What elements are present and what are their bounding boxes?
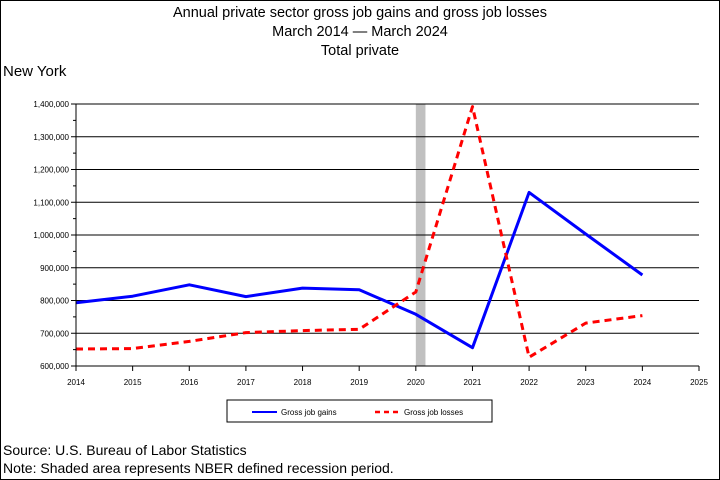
recession-note: Note: Shaded area represents NBER define… xyxy=(3,460,394,476)
chart-title-block: Annual private sector gross job gains an… xyxy=(0,4,720,61)
y-tick-label: 900,000 xyxy=(40,264,69,273)
legend-label-losses: Gross job losses xyxy=(404,408,463,417)
x-tick-label: 2020 xyxy=(407,378,425,387)
x-tick-label: 2025 xyxy=(690,378,708,387)
legend-label-gains: Gross job gains xyxy=(281,408,337,417)
x-tick-label: 2021 xyxy=(464,378,482,387)
y-tick-label: 1,400,000 xyxy=(33,100,69,109)
series-line-gross-job-gains xyxy=(75,190,644,350)
y-tick-label: 700,000 xyxy=(40,329,69,338)
y-tick-label: 1,100,000 xyxy=(33,198,69,207)
y-tick-label: 1,200,000 xyxy=(33,166,69,175)
x-tick-label: 2022 xyxy=(520,378,538,387)
y-tick-label: 800,000 xyxy=(40,297,69,306)
x-tick-label: 2024 xyxy=(633,378,651,387)
source-note: Source: U.S. Bureau of Labor Statistics xyxy=(3,442,247,458)
x-tick-label: 2015 xyxy=(124,378,142,387)
legend-box xyxy=(226,399,493,423)
x-tick-label: 2019 xyxy=(350,378,368,387)
x-tick-label: 2017 xyxy=(237,378,255,387)
series-line-gross-job-losses xyxy=(75,105,643,359)
x-tick-label: 2018 xyxy=(294,378,312,387)
y-tick-label: 1,300,000 xyxy=(33,133,69,142)
y-tick-label: 600,000 xyxy=(40,362,69,371)
x-tick-label: 2016 xyxy=(180,378,198,387)
chart-title: Annual private sector gross job gains an… xyxy=(173,5,547,21)
x-tick-label: 2023 xyxy=(577,378,595,387)
chart-subtitle-sector: Total private xyxy=(320,43,400,59)
region-label: New York xyxy=(3,63,67,80)
x-tick-label: 2014 xyxy=(67,378,85,387)
y-tick-label: 1,000,000 xyxy=(33,231,69,240)
chart-subtitle-period: March 2014 — March 2024 xyxy=(272,24,448,40)
